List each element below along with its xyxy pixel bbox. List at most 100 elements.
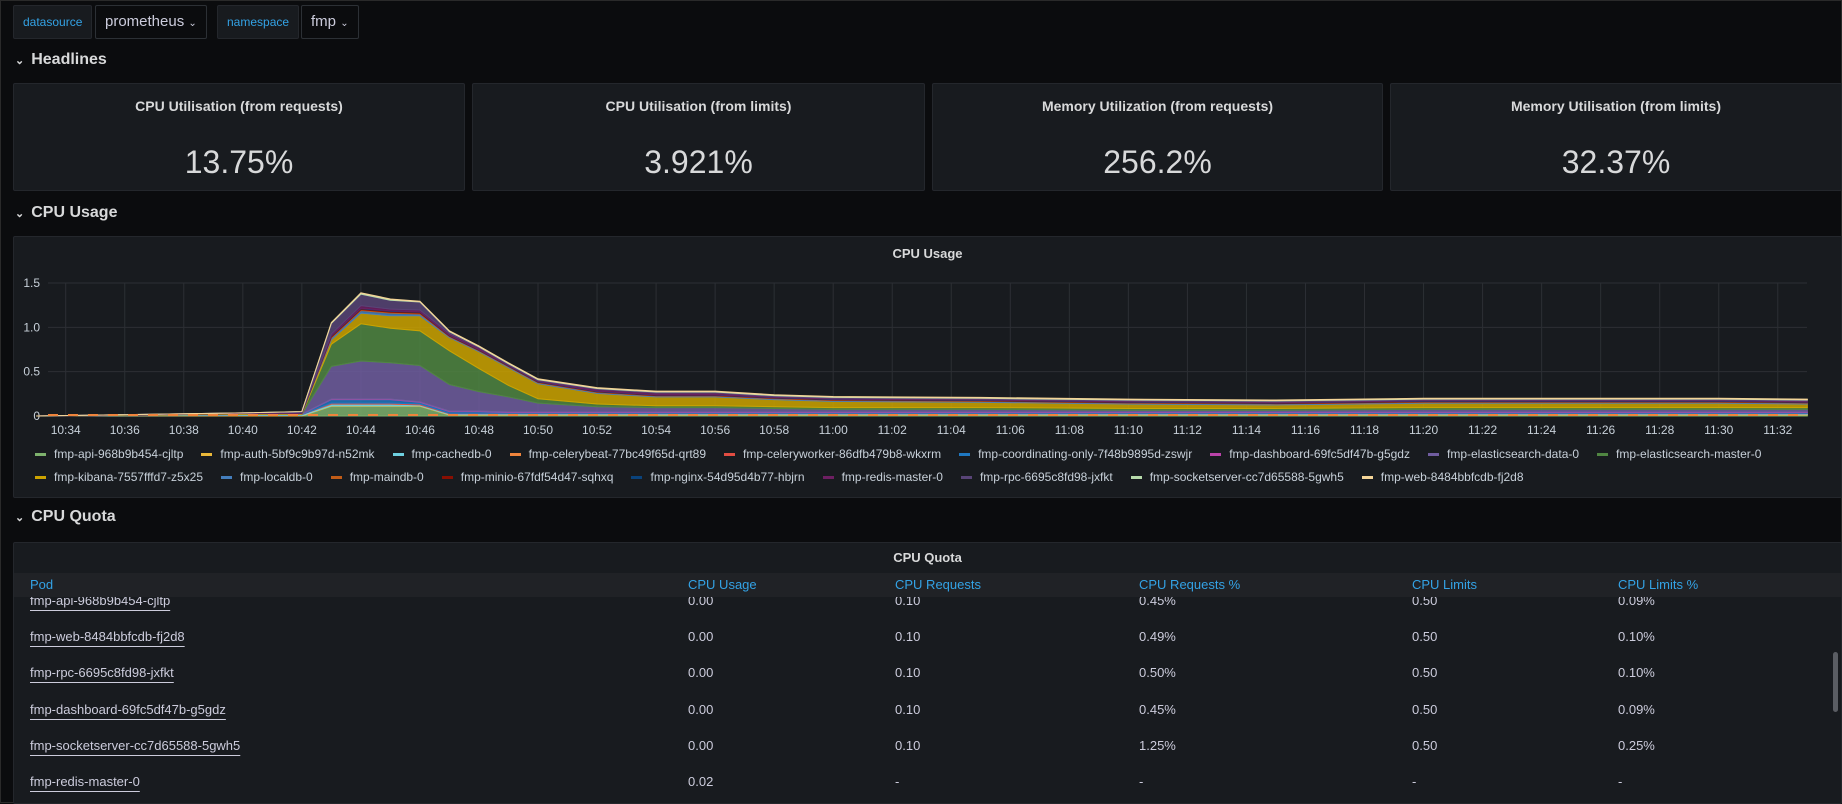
table-cell: - xyxy=(895,774,900,789)
legend-item[interactable]: fmp-elasticsearch-master-0 xyxy=(1597,447,1761,461)
table-scrollbar[interactable] xyxy=(1833,652,1838,712)
stat-value: 256.2% xyxy=(1103,144,1212,180)
table-cell: 0.45% xyxy=(1139,701,1176,717)
legend-item[interactable]: fmp-dashboard-69fc5df47b-g5gdz xyxy=(1210,447,1410,461)
legend-label: fmp-localdb-0 xyxy=(240,470,313,484)
stat-title: CPU Utilisation (from requests) xyxy=(135,98,343,114)
column-header-cpu-limits[interactable]: CPU Limits xyxy=(1412,577,1478,592)
legend-item[interactable]: fmp-socketserver-cc7d65588-5gwh5 xyxy=(1130,470,1344,484)
x-tick-label: 10:50 xyxy=(523,423,553,437)
x-tick-label: 11:22 xyxy=(1468,423,1497,437)
x-tick-label: 10:52 xyxy=(582,423,612,437)
legend-label: fmp-minio-67fdf54d47-sqhxq xyxy=(460,470,614,484)
x-tick-label: 11:00 xyxy=(819,423,848,437)
legend-item[interactable]: fmp-localdb-0 xyxy=(221,470,313,484)
legend-swatch xyxy=(1361,475,1373,479)
legend-label: fmp-coordinating-only-7f48b9895d-zswjr xyxy=(978,447,1193,461)
legend-item[interactable]: fmp-elasticsearch-data-0 xyxy=(1427,447,1579,461)
x-tick-label: 10:58 xyxy=(759,423,789,437)
chevron-down-icon: ⌄ xyxy=(15,55,25,67)
table-cell: 0.50 xyxy=(1412,737,1438,753)
x-tick-label: 10:46 xyxy=(405,423,435,437)
y-tick-label: 1.5 xyxy=(23,276,40,290)
x-tick-label: 11:04 xyxy=(937,423,966,437)
legend-label: fmp-socketserver-cc7d65588-5gwh5 xyxy=(1149,470,1344,484)
legend-item[interactable]: fmp-api-968b9b454-cjltp xyxy=(35,447,183,461)
chevron-down-icon: ⌄ xyxy=(188,18,197,29)
legend-label: fmp-kibana-7557fffd7-z5x25 xyxy=(54,470,203,484)
table-cell: - xyxy=(1412,774,1417,789)
chevron-down-icon: ⌄ xyxy=(340,18,349,29)
legend-label: fmp-rpc-6695c8fd98-jxfkt xyxy=(979,470,1113,484)
pod-link[interactable]: fmp-redis-master-0 xyxy=(30,774,140,789)
legend-item[interactable]: fmp-nginx-54d95d4b77-hbjrn xyxy=(631,470,805,484)
table-cell: - xyxy=(1139,774,1144,789)
row-cpu-quota[interactable]: ⌄ CPU Quota xyxy=(15,508,116,526)
pod-link[interactable]: fmp-dashboard-69fc5df47b-g5gdz xyxy=(30,701,226,717)
table-cell: 0.02 xyxy=(688,774,714,789)
x-tick-label: 10:54 xyxy=(641,423,671,437)
y-tick-label: 1.0 xyxy=(23,320,40,334)
column-header-pod[interactable]: Pod xyxy=(30,577,54,592)
legend-swatch xyxy=(35,475,46,479)
legend-label: fmp-celeryworker-86dfb479b8-wkxrm xyxy=(743,447,942,461)
legend-item[interactable]: fmp-kibana-7557fffd7-z5x25 xyxy=(35,470,203,484)
namespace-select[interactable]: fmp ⌄ xyxy=(301,5,359,39)
table-cell: 0.25% xyxy=(1618,737,1655,753)
table-header: Pod CPU Usage CPU Requests CPU Requests … xyxy=(14,573,1841,597)
table-cell: 0.10% xyxy=(1618,665,1655,681)
legend-item[interactable]: fmp-celeryworker-86dfb479b8-wkxrm xyxy=(724,447,941,461)
legend-item[interactable]: fmp-cachedb-0 xyxy=(392,447,492,461)
legend-item[interactable]: fmp-minio-67fdf54d47-sqhxq xyxy=(441,470,614,484)
legend-item[interactable]: fmp-redis-master-0 xyxy=(822,470,943,484)
column-header-cpu-requests[interactable]: CPU Requests xyxy=(895,577,981,592)
legend-item[interactable]: fmp-auth-5bf9c9b97d-n52mk xyxy=(201,447,375,461)
column-header-cpu-requests-pct[interactable]: CPU Requests % xyxy=(1139,577,1241,592)
legend-item[interactable]: fmp-coordinating-only-7f48b9895d-zswjr xyxy=(959,447,1192,461)
legend-label: fmp-elasticsearch-master-0 xyxy=(1616,447,1762,461)
legend-item[interactable]: fmp-celerybeat-77bc49f65d-qrt89 xyxy=(509,447,706,461)
x-tick-label: 11:16 xyxy=(1291,423,1320,437)
table-cell: 0.50% xyxy=(1139,665,1176,681)
legend-item[interactable]: fmp-maindb-0 xyxy=(330,470,424,484)
x-tick-label: 11:26 xyxy=(1586,423,1615,437)
stat-panel-cpu-limits: CPU Utilisation (from limits) 3.921% xyxy=(472,83,925,191)
panel-title: CPU Usage xyxy=(892,246,963,261)
table-cell: 0.10 xyxy=(895,737,921,753)
stat-value: 13.75% xyxy=(184,144,294,180)
legend-swatch xyxy=(1427,452,1439,456)
legend-item[interactable]: fmp-web-8484bbfcdb-fj2d8 xyxy=(1361,470,1524,484)
row-title: CPU Quota xyxy=(31,508,116,525)
legend-swatch xyxy=(392,452,404,456)
column-header-cpu-limits-pct[interactable]: CPU Limits % xyxy=(1618,577,1699,592)
x-tick-label: 10:42 xyxy=(287,423,317,437)
pod-link[interactable]: fmp-rpc-6695c8fd98-jxfkt xyxy=(30,665,174,681)
datasource-select[interactable]: prometheus ⌄ xyxy=(95,5,207,39)
y-tick-label: 0.5 xyxy=(23,365,40,379)
x-tick-label: 10:34 xyxy=(51,423,81,437)
legend-label: fmp-web-8484bbfcdb-fj2d8 xyxy=(1380,470,1524,484)
row-headlines[interactable]: ⌄ Headlines xyxy=(15,51,107,69)
panel-title: CPU Quota xyxy=(893,550,962,565)
series-area-fmp-web-8484bbfcdb-fj2d8 xyxy=(36,292,1808,417)
stat-title: Memory Utilisation (from limits) xyxy=(1510,98,1722,114)
table-cell: 0.00 xyxy=(688,629,714,645)
column-header-cpu-usage[interactable]: CPU Usage xyxy=(688,577,757,592)
x-tick-label: 11:20 xyxy=(1409,423,1438,437)
legend-swatch xyxy=(441,475,453,479)
x-tick-label: 10:38 xyxy=(169,423,199,437)
cpu-quota-panel: CPU Quota fmp-api-968b9b454-cjltp 0.00 0.1… xyxy=(13,542,1842,804)
pod-link[interactable]: fmp-web-8484bbfcdb-fj2d8 xyxy=(30,629,185,645)
x-tick-label: 11:14 xyxy=(1232,423,1261,437)
row-cpu-usage[interactable]: ⌄ CPU Usage xyxy=(15,204,117,222)
namespace-value: fmp xyxy=(311,13,337,30)
legend-label: fmp-celerybeat-77bc49f65d-qrt89 xyxy=(528,447,706,461)
datasource-label: datasource xyxy=(13,5,93,39)
legend-swatch xyxy=(35,452,46,456)
legend-item[interactable]: fmp-rpc-6695c8fd98-jxfkt xyxy=(960,470,1113,484)
legend-label: fmp-cachedb-0 xyxy=(411,447,492,461)
stat-title: Memory Utilization (from requests) xyxy=(1041,98,1274,114)
legend-label: fmp-maindb-0 xyxy=(349,470,424,484)
x-tick-label: 11:06 xyxy=(996,423,1025,437)
pod-link[interactable]: fmp-socketserver-cc7d65588-5gwh5 xyxy=(30,737,241,753)
